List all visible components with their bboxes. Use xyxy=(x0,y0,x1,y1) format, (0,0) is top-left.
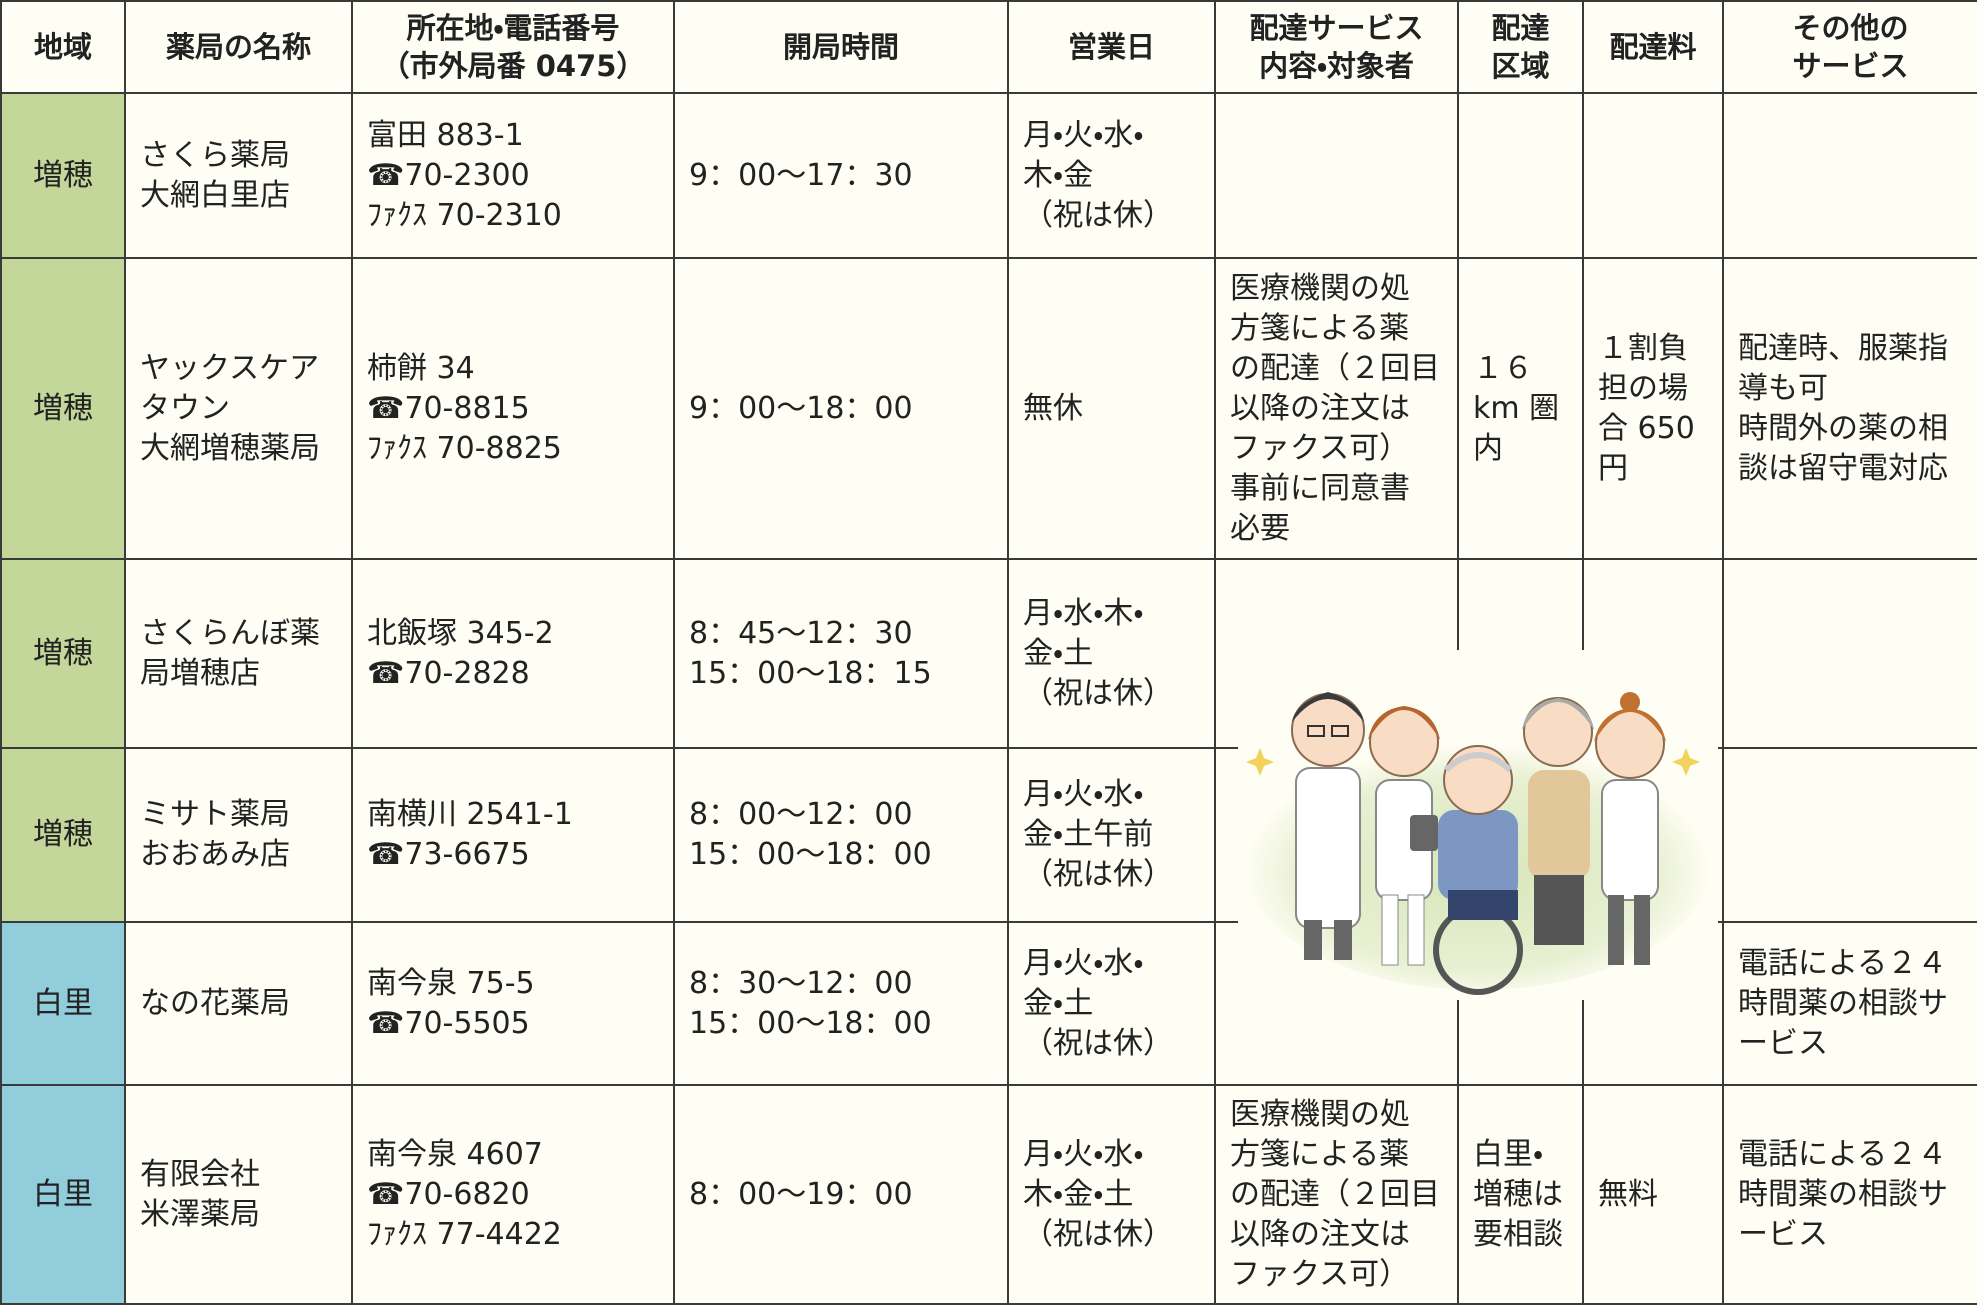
illustration-part xyxy=(1334,920,1352,960)
table-cell: さくら薬局 大網白里店 xyxy=(124,92,353,259)
illustration-part xyxy=(1304,920,1322,960)
illustration-part xyxy=(1594,692,1666,965)
illustration-part xyxy=(1594,708,1666,742)
header-cell: 薬局の名称 xyxy=(124,0,353,94)
illustration-part xyxy=(1246,748,1700,776)
table-cell: １割負 担の場 合 650 円 xyxy=(1582,257,1724,560)
region-cell: 白里 xyxy=(0,921,126,1086)
table-cell: 8：00～12：00 15：00～18：00 xyxy=(673,747,1009,923)
illustration-part xyxy=(1608,895,1624,965)
header-cell: 開局時間 xyxy=(673,0,1009,94)
table-cell: 8：30～12：00 15：00～18：00 xyxy=(673,921,1009,1086)
illustration-part xyxy=(1443,752,1513,773)
illustration-part xyxy=(1448,890,1518,920)
illustration-part xyxy=(1534,875,1584,945)
header-cell: 配達 区域 xyxy=(1457,0,1584,94)
table-cell xyxy=(1457,92,1584,259)
illustration-part xyxy=(1295,767,1361,929)
table-row: 増穂 ヤックスケア タウン 大網増穂薬局 柿餅 34 ☎70-8815 ﾌｧｸｽ 7… xyxy=(0,257,1977,560)
illustration-part xyxy=(1291,692,1365,960)
illustration-part xyxy=(1620,692,1640,712)
table-cell xyxy=(1582,92,1724,259)
table-cell: 月・火・水・ 木・金 （祝は休） xyxy=(1007,92,1216,259)
table-cell: 8：45～12：30 15：00～18：15 xyxy=(673,558,1009,749)
table-cell: 柿餅 34 ☎70-8815 ﾌｧｸｽ 70-8825 xyxy=(351,257,675,560)
table-cell: 電話による２４ 時間薬の相談サ ービス xyxy=(1722,1084,1977,1305)
header-cell: 営業日 xyxy=(1007,0,1216,94)
illustration-part xyxy=(1368,706,1440,966)
table-cell: 南今泉 4607 ☎70-6820 ﾌｧｸｽ 77-4422 xyxy=(351,1084,675,1305)
illustration-part xyxy=(1331,725,1349,737)
illustration-part xyxy=(1410,815,1438,851)
illustration-part xyxy=(1407,894,1425,966)
table-cell: 配達時、服薬指 導も可 時間外の薬の相 談は留守電対応 xyxy=(1722,257,1977,560)
illustration-part xyxy=(1634,895,1650,965)
table-row: 白里 有限会社 米澤薬局 南今泉 4607 ☎70-6820 ﾌｧｸｽ 77-442… xyxy=(0,1084,1977,1305)
table-cell xyxy=(1214,92,1459,259)
region-cell: 増穂 xyxy=(0,558,126,749)
illustration xyxy=(1238,650,1718,1000)
region-cell: 増穂 xyxy=(0,257,126,560)
header-cell: 配達サービス 内容・対象者 xyxy=(1214,0,1459,94)
table-cell: 月・火・水・ 木・金・土 （祝は休） xyxy=(1007,1084,1216,1305)
region-cell: 増穂 xyxy=(0,92,126,259)
illustration-part xyxy=(1443,745,1513,815)
illustration-part xyxy=(1601,779,1659,901)
illustration-part xyxy=(1522,697,1594,945)
table-cell: 医療機関の処 方箋による薬 の配達（２回目 以降の注文は ファクス可） 事前に同… xyxy=(1214,257,1459,560)
table-cell: 白里・ 増穂は 要相談 xyxy=(1457,1084,1584,1305)
illustration-part xyxy=(1307,725,1325,737)
table-row: 増穂 さくら薬局 大網白里店 富田 883-1 ☎70-2300 ﾌｧｸｽ 70-2… xyxy=(0,92,1977,259)
table-cell: ミサト薬局 おおあみ店 xyxy=(124,747,353,923)
table-cell xyxy=(1722,558,1977,749)
region-cell: 増穂 xyxy=(0,747,126,923)
illustration-part xyxy=(1246,748,1274,776)
table-cell: 医療機関の処 方箋による薬 の配達（２回目 以降の注文は ファクス可） xyxy=(1214,1084,1459,1305)
table-cell: １６ km 圏 内 xyxy=(1457,257,1584,560)
table-cell: 無料 xyxy=(1582,1084,1724,1305)
illustration-part xyxy=(1433,745,1523,995)
illustration-part xyxy=(1292,692,1364,722)
table-cell: 9：00～17：30 xyxy=(673,92,1009,259)
table-cell: さくらんぼ薬 局増穂店 xyxy=(124,558,353,749)
header-cell: 地域 xyxy=(0,0,126,94)
illustration-part xyxy=(1672,748,1700,776)
table-cell: 有限会社 米澤薬局 xyxy=(124,1084,353,1305)
table-cell: 月・火・水・ 金・土 （祝は休） xyxy=(1007,921,1216,1086)
table-cell: 南今泉 75-5 ☎70-5505 xyxy=(351,921,675,1086)
table-cell: なの花薬局 xyxy=(124,921,353,1086)
table-cell: 8：00～19：00 xyxy=(673,1084,1009,1305)
illustration-part xyxy=(1381,894,1399,966)
table-cell: 無休 xyxy=(1007,257,1216,560)
header-cell: 配達料 xyxy=(1582,0,1724,94)
table-cell: 月・水・木・ 金・土 （祝は休） xyxy=(1007,558,1216,749)
illustration-part xyxy=(1528,770,1590,880)
table-cell: 南横川 2541-1 ☎73-6675 xyxy=(351,747,675,923)
illustration-part xyxy=(1368,706,1440,740)
table-cell: 北飯塚 345-2 ☎70-2828 xyxy=(351,558,675,749)
illustration-part xyxy=(1522,698,1594,730)
table-cell: 9：00～18：00 xyxy=(673,257,1009,560)
table-cell: 月・火・水・ 金・土午前 （祝は休） xyxy=(1007,747,1216,923)
table-cell: 電話による２４ 時間薬の相談サ ービス xyxy=(1722,921,1977,1086)
table-cell xyxy=(1722,747,1977,923)
header-cell: 所在地・電話番号 （市外局番 0475） xyxy=(351,0,675,94)
header-cell: その他の サービス xyxy=(1722,0,1977,94)
header-row: 地域 薬局の名称 所在地・電話番号 （市外局番 0475） 開局時間 営業日 配達サービス… xyxy=(0,0,1977,94)
table-cell xyxy=(1722,92,1977,259)
illustration-part xyxy=(1438,810,1518,900)
table-cell: ヤックスケア タウン 大網増穂薬局 xyxy=(124,257,353,560)
region-cell: 白里 xyxy=(0,1084,126,1305)
table-cell: 富田 883-1 ☎70-2300 ﾌｧｸｽ 70-2310 xyxy=(351,92,675,259)
